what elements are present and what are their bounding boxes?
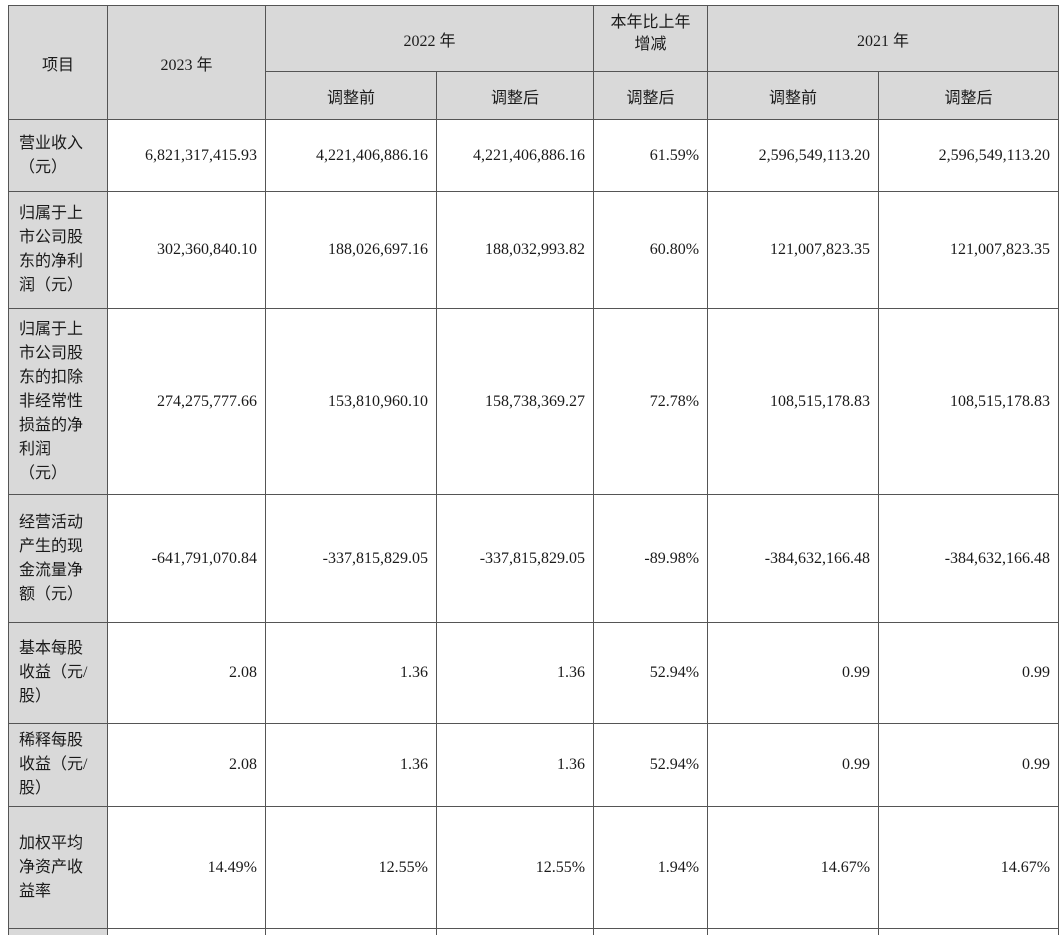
cell-2021-after: 0.99: [879, 724, 1059, 807]
header-change-after: 调整后: [594, 72, 708, 120]
header-2023: 2023 年: [108, 6, 266, 120]
table-row: 归属于上 市公司股 东的净利 润（元） 302,360,840.10 188,0…: [9, 192, 1059, 309]
cell-2021-before: 121,007,823.35: [708, 192, 879, 309]
cell-2022-after: -337,815,829.05: [437, 495, 594, 623]
continuation-cell: [437, 929, 594, 935]
continuation-cell: [594, 929, 708, 935]
cell-2022-after: 158,738,369.27: [437, 309, 594, 495]
cell-2021-after: 2,596,549,113.20: [879, 120, 1059, 192]
cell-2021-after: 108,515,178.83: [879, 309, 1059, 495]
table-row: 稀释每股 收益（元/ 股） 2.08 1.36 1.36 52.94% 0.99…: [9, 724, 1059, 807]
cell-2023: 2.08: [108, 623, 266, 724]
continuation-cell: [108, 929, 266, 935]
cell-2022-before: 4,221,406,886.16: [266, 120, 437, 192]
cell-2021-before: 14.67%: [708, 807, 879, 929]
cell-change: 1.94%: [594, 807, 708, 929]
cell-2021-before: 0.99: [708, 724, 879, 807]
row-label: 加权平均 净资产收 益率: [9, 807, 108, 929]
row-label: 稀释每股 收益（元/ 股）: [9, 724, 108, 807]
cell-2023: -641,791,070.84: [108, 495, 266, 623]
continuation-cell: [266, 929, 437, 935]
table-row: 营业收入 （元） 6,821,317,415.93 4,221,406,886.…: [9, 120, 1059, 192]
cell-change: 72.78%: [594, 309, 708, 495]
header-2021: 2021 年: [708, 6, 1059, 72]
cell-2022-before: 12.55%: [266, 807, 437, 929]
cell-2021-before: 2,596,549,113.20: [708, 120, 879, 192]
header-2022-before: 调整前: [266, 72, 437, 120]
cell-2022-before: 1.36: [266, 623, 437, 724]
cell-2021-after: 121,007,823.35: [879, 192, 1059, 309]
cell-2022-before: -337,815,829.05: [266, 495, 437, 623]
row-label: 归属于上 市公司股 东的净利 润（元）: [9, 192, 108, 309]
cell-2022-before: 188,026,697.16: [266, 192, 437, 309]
cell-change: 52.94%: [594, 724, 708, 807]
header-item: 项目: [9, 6, 108, 120]
cell-2022-after: 12.55%: [437, 807, 594, 929]
table-row-continuation: [9, 929, 1059, 935]
table-row: 归属于上 市公司股 东的扣除 非经常性 损益的净 利润 （元） 274,275,…: [9, 309, 1059, 495]
header-2021-after: 调整后: [879, 72, 1059, 120]
cell-2022-before: 1.36: [266, 724, 437, 807]
row-label: 经营活动 产生的现 金流量净 额（元）: [9, 495, 108, 623]
cell-2021-after: -384,632,166.48: [879, 495, 1059, 623]
header-2021-before: 调整前: [708, 72, 879, 120]
cell-2022-after: 188,032,993.82: [437, 192, 594, 309]
table-row: 加权平均 净资产收 益率 14.49% 12.55% 12.55% 1.94% …: [9, 807, 1059, 929]
header-2022: 2022 年: [266, 6, 594, 72]
cell-change: 52.94%: [594, 623, 708, 724]
continuation-cell: [879, 929, 1059, 935]
cell-2021-before: 0.99: [708, 623, 879, 724]
cell-2021-after: 14.67%: [879, 807, 1059, 929]
continuation-cell: [9, 929, 108, 935]
table-row: 基本每股 收益（元/ 股） 2.08 1.36 1.36 52.94% 0.99…: [9, 623, 1059, 724]
row-label: 归属于上 市公司股 东的扣除 非经常性 损益的净 利润 （元）: [9, 309, 108, 495]
header-2022-after: 调整后: [437, 72, 594, 120]
cell-change: 60.80%: [594, 192, 708, 309]
header-row-1: 项目 2023 年 2022 年 本年比上年 增减 2021 年: [9, 6, 1059, 72]
cell-2023: 6,821,317,415.93: [108, 120, 266, 192]
cell-2022-before: 153,810,960.10: [266, 309, 437, 495]
continuation-cell: [708, 929, 879, 935]
cell-change: -89.98%: [594, 495, 708, 623]
cell-2022-after: 1.36: [437, 724, 594, 807]
row-label: 基本每股 收益（元/ 股）: [9, 623, 108, 724]
cell-change: 61.59%: [594, 120, 708, 192]
table-row: 经营活动 产生的现 金流量净 额（元） -641,791,070.84 -337…: [9, 495, 1059, 623]
cell-2023: 302,360,840.10: [108, 192, 266, 309]
row-label: 营业收入 （元）: [9, 120, 108, 192]
cell-2021-before: 108,515,178.83: [708, 309, 879, 495]
cell-2022-after: 4,221,406,886.16: [437, 120, 594, 192]
cell-2023: 14.49%: [108, 807, 266, 929]
cell-2023: 2.08: [108, 724, 266, 807]
cell-2021-after: 0.99: [879, 623, 1059, 724]
cell-2023: 274,275,777.66: [108, 309, 266, 495]
cell-2021-before: -384,632,166.48: [708, 495, 879, 623]
cell-2022-after: 1.36: [437, 623, 594, 724]
header-change: 本年比上年 增减: [594, 6, 708, 72]
financial-summary-table: 项目 2023 年 2022 年 本年比上年 增减 2021 年 调整前 调整后…: [8, 5, 1059, 935]
